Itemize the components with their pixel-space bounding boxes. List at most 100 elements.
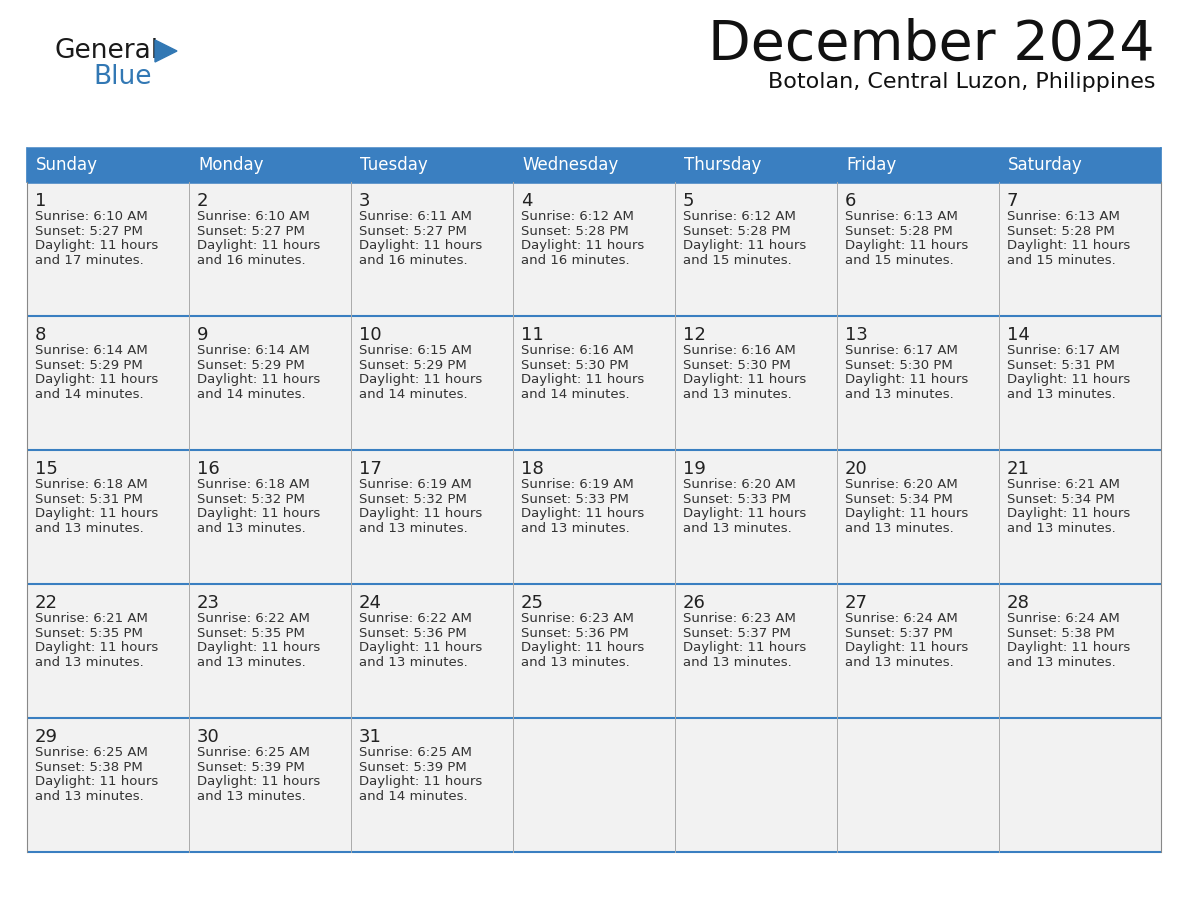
Text: and 13 minutes.: and 13 minutes. [845, 388, 954, 401]
Text: and 13 minutes.: and 13 minutes. [359, 656, 468, 669]
Text: Blue: Blue [93, 64, 152, 90]
Text: Sunset: 5:35 PM: Sunset: 5:35 PM [197, 627, 305, 640]
Text: Sunrise: 6:20 AM: Sunrise: 6:20 AM [683, 478, 796, 491]
Text: Sunrise: 6:17 AM: Sunrise: 6:17 AM [1007, 344, 1120, 357]
Text: Daylight: 11 hours: Daylight: 11 hours [34, 508, 158, 521]
Text: and 15 minutes.: and 15 minutes. [1007, 254, 1116, 267]
Text: Sunset: 5:39 PM: Sunset: 5:39 PM [359, 761, 467, 774]
Text: and 15 minutes.: and 15 minutes. [683, 254, 791, 267]
Text: Sunrise: 6:18 AM: Sunrise: 6:18 AM [197, 478, 310, 491]
Text: Sunrise: 6:10 AM: Sunrise: 6:10 AM [197, 210, 310, 223]
Text: Daylight: 11 hours: Daylight: 11 hours [1007, 374, 1130, 386]
Text: Daylight: 11 hours: Daylight: 11 hours [359, 642, 482, 655]
Text: and 13 minutes.: and 13 minutes. [683, 522, 791, 535]
Text: 10: 10 [359, 326, 381, 344]
Text: Daylight: 11 hours: Daylight: 11 hours [683, 508, 807, 521]
Text: 8: 8 [34, 326, 46, 344]
Text: 2: 2 [197, 192, 209, 210]
Text: Sunset: 5:27 PM: Sunset: 5:27 PM [197, 225, 305, 238]
Text: Sunday: Sunday [36, 156, 97, 174]
Text: Sunrise: 6:15 AM: Sunrise: 6:15 AM [359, 344, 472, 357]
Text: Sunset: 5:27 PM: Sunset: 5:27 PM [359, 225, 467, 238]
Text: 23: 23 [197, 594, 220, 612]
Text: Daylight: 11 hours: Daylight: 11 hours [359, 374, 482, 386]
Text: Sunset: 5:28 PM: Sunset: 5:28 PM [522, 225, 628, 238]
Text: 12: 12 [683, 326, 706, 344]
Bar [27, 182, 1161, 316]
Text: Daylight: 11 hours: Daylight: 11 hours [197, 240, 321, 252]
Text: and 16 minutes.: and 16 minutes. [197, 254, 305, 267]
Text: Sunrise: 6:16 AM: Sunrise: 6:16 AM [683, 344, 796, 357]
Text: 14: 14 [1007, 326, 1030, 344]
Text: General: General [55, 38, 159, 64]
Text: and 13 minutes.: and 13 minutes. [522, 656, 630, 669]
Text: Sunset: 5:36 PM: Sunset: 5:36 PM [522, 627, 628, 640]
Text: Sunset: 5:28 PM: Sunset: 5:28 PM [683, 225, 791, 238]
Text: Sunrise: 6:17 AM: Sunrise: 6:17 AM [845, 344, 958, 357]
Text: Daylight: 11 hours: Daylight: 11 hours [683, 240, 807, 252]
Text: Daylight: 11 hours: Daylight: 11 hours [359, 508, 482, 521]
Text: and 14 minutes.: and 14 minutes. [522, 388, 630, 401]
Text: Daylight: 11 hours: Daylight: 11 hours [683, 642, 807, 655]
Text: 27: 27 [845, 594, 868, 612]
Text: and 16 minutes.: and 16 minutes. [359, 254, 468, 267]
Text: Saturday: Saturday [1007, 156, 1082, 174]
Text: Daylight: 11 hours: Daylight: 11 hours [197, 776, 321, 789]
Text: 30: 30 [197, 728, 220, 746]
Text: Sunset: 5:37 PM: Sunset: 5:37 PM [683, 627, 791, 640]
Text: Daylight: 11 hours: Daylight: 11 hours [845, 642, 968, 655]
Text: Daylight: 11 hours: Daylight: 11 hours [1007, 642, 1130, 655]
Text: Sunset: 5:29 PM: Sunset: 5:29 PM [34, 359, 143, 372]
Text: Sunrise: 6:22 AM: Sunrise: 6:22 AM [359, 612, 472, 625]
Text: Sunrise: 6:19 AM: Sunrise: 6:19 AM [522, 478, 633, 491]
Text: Daylight: 11 hours: Daylight: 11 hours [197, 642, 321, 655]
Text: and 13 minutes.: and 13 minutes. [34, 522, 144, 535]
Text: and 13 minutes.: and 13 minutes. [1007, 656, 1116, 669]
Text: Daylight: 11 hours: Daylight: 11 hours [522, 642, 644, 655]
Text: Sunrise: 6:13 AM: Sunrise: 6:13 AM [845, 210, 958, 223]
Bar [27, 148, 1161, 182]
Text: Sunrise: 6:14 AM: Sunrise: 6:14 AM [197, 344, 310, 357]
Text: Sunset: 5:30 PM: Sunset: 5:30 PM [683, 359, 791, 372]
Bar [27, 316, 1161, 450]
Text: Tuesday: Tuesday [360, 156, 428, 174]
Text: Daylight: 11 hours: Daylight: 11 hours [359, 240, 482, 252]
Text: Sunset: 5:29 PM: Sunset: 5:29 PM [197, 359, 305, 372]
Text: and 14 minutes.: and 14 minutes. [197, 388, 305, 401]
Text: 25: 25 [522, 594, 544, 612]
Text: and 13 minutes.: and 13 minutes. [683, 656, 791, 669]
Text: Sunrise: 6:21 AM: Sunrise: 6:21 AM [34, 612, 147, 625]
Text: Sunrise: 6:25 AM: Sunrise: 6:25 AM [197, 746, 310, 759]
Text: Sunset: 5:31 PM: Sunset: 5:31 PM [1007, 359, 1114, 372]
Text: Botolan, Central Luzon, Philippines: Botolan, Central Luzon, Philippines [767, 72, 1155, 92]
Text: Daylight: 11 hours: Daylight: 11 hours [1007, 240, 1130, 252]
Text: Daylight: 11 hours: Daylight: 11 hours [197, 508, 321, 521]
Text: and 14 minutes.: and 14 minutes. [34, 388, 144, 401]
Polygon shape [154, 40, 177, 62]
Text: Sunset: 5:38 PM: Sunset: 5:38 PM [34, 761, 143, 774]
Bar [27, 450, 1161, 584]
Text: #1a1a1a: #1a1a1a [55, 59, 62, 60]
Text: and 16 minutes.: and 16 minutes. [522, 254, 630, 267]
Text: Sunrise: 6:21 AM: Sunrise: 6:21 AM [1007, 478, 1120, 491]
Text: and 17 minutes.: and 17 minutes. [34, 254, 144, 267]
Text: Sunrise: 6:25 AM: Sunrise: 6:25 AM [359, 746, 472, 759]
Text: and 13 minutes.: and 13 minutes. [1007, 522, 1116, 535]
Text: Sunrise: 6:11 AM: Sunrise: 6:11 AM [359, 210, 472, 223]
Text: Daylight: 11 hours: Daylight: 11 hours [34, 374, 158, 386]
Text: Sunset: 5:39 PM: Sunset: 5:39 PM [197, 761, 305, 774]
Text: Daylight: 11 hours: Daylight: 11 hours [522, 374, 644, 386]
Text: and 13 minutes.: and 13 minutes. [34, 790, 144, 803]
Text: Daylight: 11 hours: Daylight: 11 hours [845, 240, 968, 252]
Text: Monday: Monday [198, 156, 264, 174]
Text: 13: 13 [845, 326, 868, 344]
Text: December 2024: December 2024 [708, 18, 1155, 72]
Text: 20: 20 [845, 460, 867, 478]
Text: Daylight: 11 hours: Daylight: 11 hours [197, 374, 321, 386]
Text: Sunrise: 6:14 AM: Sunrise: 6:14 AM [34, 344, 147, 357]
Text: 29: 29 [34, 728, 58, 746]
Text: and 15 minutes.: and 15 minutes. [845, 254, 954, 267]
Text: 15: 15 [34, 460, 58, 478]
Text: 19: 19 [683, 460, 706, 478]
Text: Daylight: 11 hours: Daylight: 11 hours [522, 240, 644, 252]
